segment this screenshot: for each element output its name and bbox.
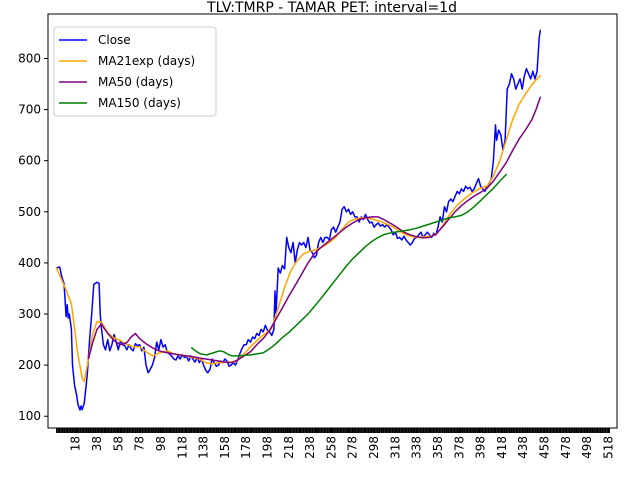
x-tick-label-1: 38 [90,436,104,451]
y-tick-label-4: 500 [18,205,41,219]
legend-label-3: MA150 (days) [98,96,181,110]
x-tick-label-2: 58 [111,436,125,451]
y-tick-label-6: 700 [18,103,41,117]
x-tick-label-3: 78 [133,436,147,451]
y-tick-label-7: 800 [18,51,41,65]
x-tick-label-0: 18 [69,436,83,451]
legend-label-1: MA21exp (days) [98,54,195,68]
x-tick-label-5: 118 [175,436,189,459]
x-tick-label-14: 298 [367,436,381,459]
x-tick-label-24: 498 [580,436,594,459]
series-line-1 [55,75,542,383]
x-tick-label-12: 258 [324,436,338,459]
axes-layer: 18 38 58 78 98 118 138 158 178 198 218 238 258 278 298… [18,51,615,458]
x-minor-ticks [56,428,610,433]
plot-frame [47,13,618,429]
x-tick-label-25: 518 [602,436,616,459]
legend-label-2: MA50 (days) [98,75,173,89]
series-line-2 [87,96,542,364]
x-tick-label-19: 398 [474,436,488,459]
x-tick-label-21: 438 [516,436,530,459]
y-tick-label-0: 100 [18,409,41,423]
y-tick-label-5: 600 [18,154,41,168]
x-tick-label-8: 178 [239,436,253,459]
legend-box [53,26,217,117]
x-tick-label-9: 198 [261,436,275,459]
x-tick-label-4: 98 [154,436,168,451]
x-tick-label-10: 218 [282,436,296,459]
legend-label-0: Close [98,33,131,47]
y-tick-label-2: 300 [18,307,41,321]
x-tick-label-23: 478 [559,436,573,459]
series-layer [55,29,542,411]
series-line-0 [55,29,542,411]
x-tick-label-18: 378 [452,436,466,459]
x-tick-label-11: 238 [303,436,317,459]
x-tick-label-6: 138 [197,436,211,459]
series-line-3 [191,173,507,357]
y-tick-label-1: 200 [18,358,41,372]
x-tick-label-15: 318 [388,436,402,459]
y-tick-label-3: 400 [18,256,41,270]
legend: Close MA21exp (days) MA50 (days) MA150 (day… [53,26,217,117]
x-tick-label-17: 358 [431,436,445,459]
x-tick-label-7: 158 [218,436,232,459]
x-tick-label-16: 338 [410,436,424,459]
chart-title: TLV:TMRP - TAMAR PET: interval=1d [206,0,457,16]
x-tick-label-22: 458 [538,436,552,459]
x-tick-label-20: 418 [495,436,509,459]
x-tick-label-13: 278 [346,436,360,459]
